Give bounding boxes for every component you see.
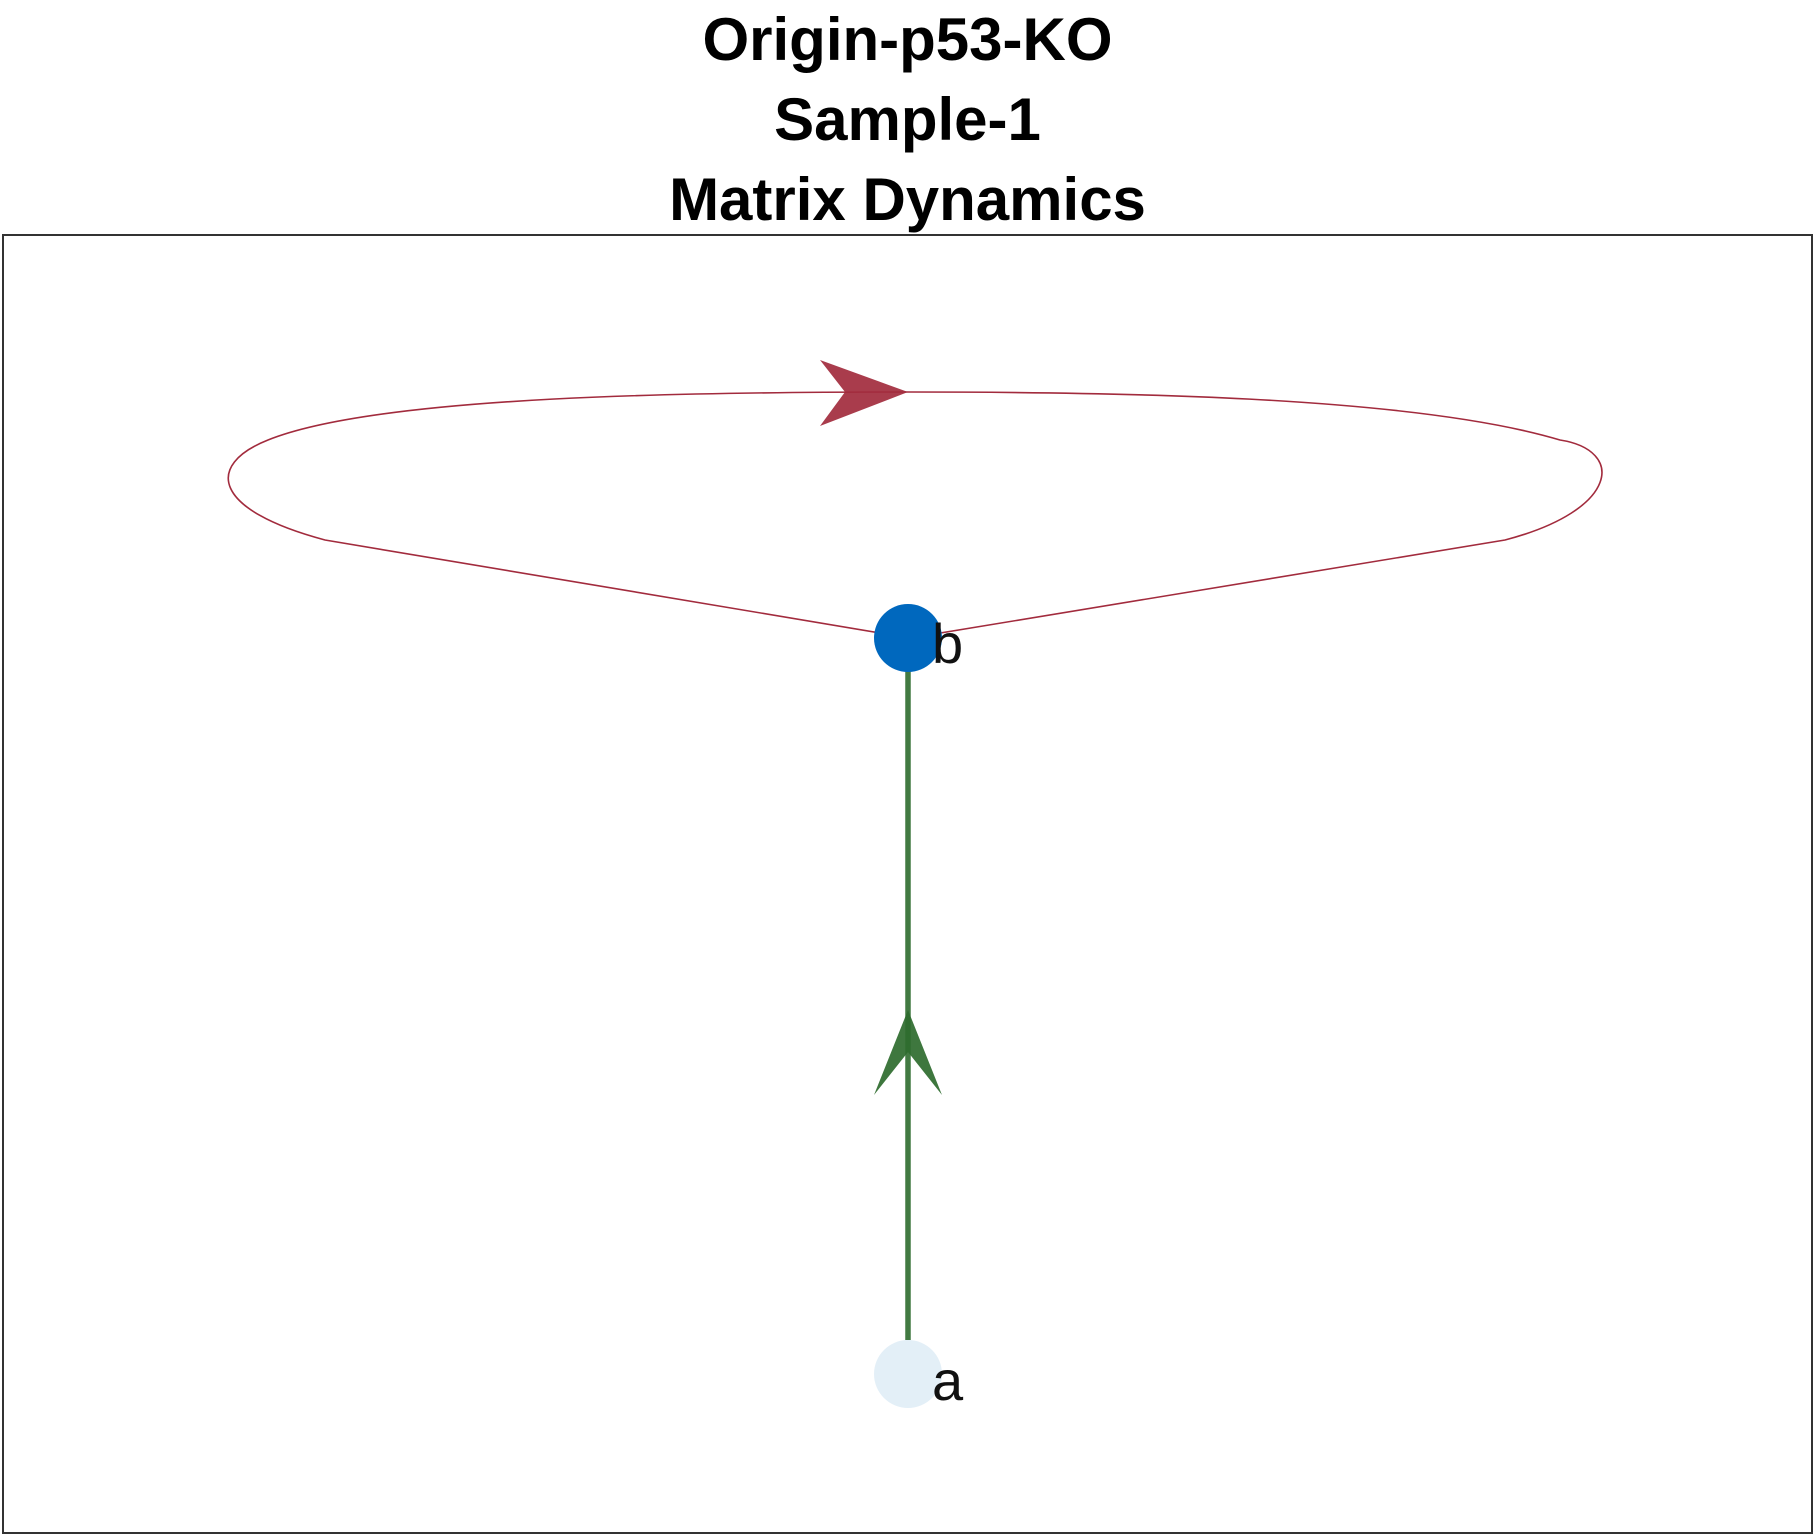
node-label-b: b <box>932 612 963 675</box>
edge-a-b-arrowhead <box>874 1010 942 1095</box>
figure-title: Origin-p53-KO Sample-1 Matrix Dynamics <box>0 0 1815 240</box>
plot-frame <box>2 234 1813 1534</box>
title-line-3: Matrix Dynamics <box>669 166 1146 233</box>
title-line-1: Origin-p53-KO <box>702 6 1113 73</box>
node-a[interactable] <box>874 1340 942 1408</box>
edge-b-b-arrowhead <box>820 360 908 426</box>
node-label-a: a <box>932 1349 964 1412</box>
node-b[interactable] <box>874 604 942 672</box>
title-line-2: Sample-1 <box>774 86 1041 153</box>
edge-b-b-self-loop <box>227 391 1603 639</box>
